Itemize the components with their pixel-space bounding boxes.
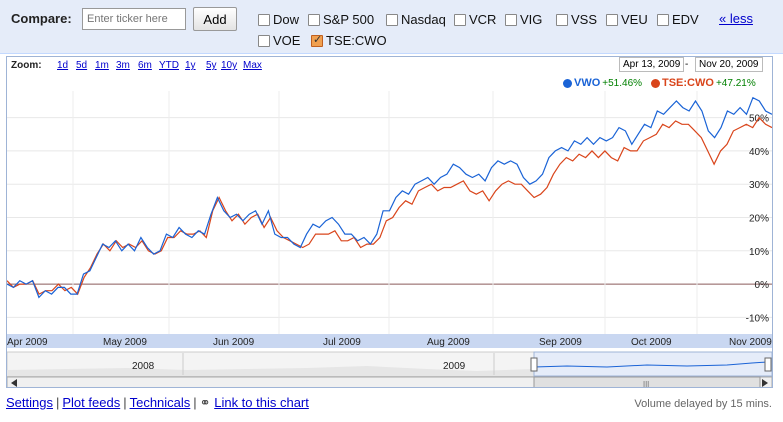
compare-option-label: VIG xyxy=(520,12,543,27)
x-tick-label: Apr 2009 xyxy=(7,337,48,348)
zoom-option-1m[interactable]: 1m xyxy=(95,60,109,71)
x-tick-label: Oct 2009 xyxy=(631,337,672,348)
zoom-option-6m[interactable]: 6m xyxy=(138,60,152,71)
settings-link[interactable]: Settings xyxy=(6,395,53,410)
compare-option-vcr[interactable]: VCR xyxy=(454,12,496,27)
compare-label: Compare: xyxy=(11,11,72,26)
cwo-dot-icon xyxy=(651,78,660,88)
zoom-option-max[interactable]: Max xyxy=(243,60,262,71)
y-tick-label: 20% xyxy=(749,213,769,224)
zoom-row: Zoom: 1d 5d 1m 3m 6m YTD 1y 5y 10y Max Apr 13, 20… xyxy=(7,57,772,75)
checkbox-icon[interactable] xyxy=(308,13,320,26)
ticker-input[interactable] xyxy=(82,8,186,30)
vwo-dot-icon xyxy=(563,78,572,88)
navigator-label-2008: 2008 xyxy=(132,361,155,372)
x-tick-label: Jul 2009 xyxy=(323,337,361,348)
legend-cwo-name: TSE:CWO xyxy=(662,77,714,89)
series-line-vwo xyxy=(7,96,772,299)
compare-option-label: TSE:CWO xyxy=(326,33,387,48)
zoom-option-5d[interactable]: 5d xyxy=(76,60,88,71)
footer-links: Settings | Plot feeds | Technicals | ⚭ Link to… xyxy=(6,395,309,411)
scroll-left-icon[interactable] xyxy=(11,379,17,387)
scrollbar[interactable] xyxy=(7,376,772,387)
y-tick-label: 40% xyxy=(749,147,769,158)
checkbox-checked-icon[interactable] xyxy=(311,33,323,47)
compare-option-label: VEU xyxy=(621,12,648,27)
price-chart[interactable]: 50% 40% 30% 20% 10% 0% -10% Apr 2009 May 2009 Ju… xyxy=(7,57,772,387)
compare-option-label: VOE xyxy=(273,33,301,48)
navigator-line xyxy=(533,361,768,368)
navigator-history-area xyxy=(7,366,534,376)
volume-note: Volume delayed by 15 mins. xyxy=(634,398,772,410)
scroll-right-icon[interactable] xyxy=(762,379,768,387)
checkbox-icon[interactable] xyxy=(657,13,669,26)
compare-bar: Compare: Add Dow S&P 500 Nasdaq VCR VIG VSS VE… xyxy=(0,0,783,54)
date-separator: - xyxy=(685,59,689,70)
x-tick-label: Jun 2009 xyxy=(213,337,255,348)
series-line-tse-cwo xyxy=(7,116,772,296)
legend-cwo-change: +47.21% xyxy=(715,77,756,89)
navigator-left-handle[interactable] xyxy=(530,357,538,372)
link-to-chart[interactable]: Link to this chart xyxy=(214,395,309,410)
legend-vwo-change: +51.46% xyxy=(602,77,643,89)
y-tick-label: -10% xyxy=(746,313,769,324)
less-link[interactable]: « less xyxy=(719,11,753,26)
zoom-option-5y[interactable]: 5y xyxy=(206,60,217,71)
compare-option-label: EDV xyxy=(672,12,699,27)
y-tick-label: 10% xyxy=(749,247,769,258)
zoom-label: Zoom: xyxy=(11,60,42,71)
compare-option-tse-cwo[interactable]: TSE:CWO xyxy=(311,33,387,48)
x-tick-label: Aug 2009 xyxy=(427,337,470,348)
compare-option-voe[interactable]: VOE xyxy=(258,33,300,48)
zoom-option-1y[interactable]: 1y xyxy=(185,60,196,71)
legend-cwo[interactable]: TSE:CWO +47.21% xyxy=(651,77,756,89)
x-tick-label: May 2009 xyxy=(103,337,147,348)
compare-option-label: Nasdaq xyxy=(401,12,446,27)
date-from-field[interactable]: Apr 13, 2009 xyxy=(619,57,685,72)
technicals-link[interactable]: Technicals xyxy=(129,395,191,410)
navigator-right-handle[interactable] xyxy=(764,357,772,372)
scrollbar-thumb[interactable] xyxy=(533,376,761,387)
checkbox-icon[interactable] xyxy=(258,34,270,47)
y-tick-label: 50% xyxy=(749,114,769,125)
add-button[interactable]: Add xyxy=(193,7,237,31)
zoom-option-3m[interactable]: 3m xyxy=(116,60,130,71)
compare-option-label: S&P 500 xyxy=(323,12,375,27)
date-to-field[interactable]: Nov 20, 2009 xyxy=(695,57,763,72)
x-tick-label: Nov 2009 xyxy=(729,337,772,348)
zoom-option-ytd[interactable]: YTD xyxy=(159,60,179,71)
zoom-option-10y[interactable]: 10y xyxy=(221,60,238,71)
checkbox-icon[interactable] xyxy=(556,13,568,26)
compare-option-veu[interactable]: VEU xyxy=(606,12,648,27)
checkbox-icon[interactable] xyxy=(386,13,398,26)
legend-vwo-name: VWO xyxy=(574,77,601,89)
y-tick-label: 0% xyxy=(755,280,770,291)
checkbox-icon[interactable] xyxy=(606,13,618,26)
compare-option-dow[interactable]: Dow xyxy=(258,12,299,27)
checkbox-icon[interactable] xyxy=(505,13,517,26)
y-tick-label: 30% xyxy=(749,180,769,191)
checkbox-icon[interactable] xyxy=(258,13,270,26)
checkbox-icon[interactable] xyxy=(454,13,466,26)
compare-option-edv[interactable]: EDV xyxy=(657,12,699,27)
chart-frame: Zoom: 1d 5d 1m 3m 6m YTD 1y 5y 10y Max Apr 13, 20… xyxy=(6,56,773,388)
legend-vwo[interactable]: VWO +51.46% xyxy=(563,77,642,89)
navigator-label-2009: 2009 xyxy=(443,361,466,372)
x-axis-bar xyxy=(7,334,772,348)
zoom-option-1d[interactable]: 1d xyxy=(57,60,69,71)
compare-option-label: Dow xyxy=(273,12,300,27)
x-tick-label: Sep 2009 xyxy=(539,337,582,348)
chain-link-icon: ⚭ xyxy=(199,396,211,411)
compare-option-s-p-500[interactable]: S&P 500 xyxy=(308,12,374,27)
compare-option-label: VSS xyxy=(571,12,598,27)
compare-option-vig[interactable]: VIG xyxy=(505,12,542,27)
compare-option-label: VCR xyxy=(469,12,497,27)
plot-feeds-link[interactable]: Plot feeds xyxy=(62,395,121,410)
compare-option-nasdaq[interactable]: Nasdaq xyxy=(386,12,446,27)
compare-option-vss[interactable]: VSS xyxy=(556,12,597,27)
grip-icon: ||| xyxy=(643,380,649,387)
